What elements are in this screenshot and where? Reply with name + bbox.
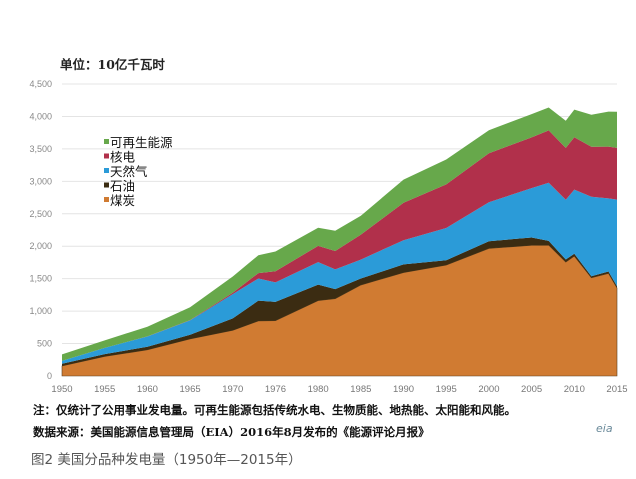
- x-tick-label: 2010: [564, 384, 585, 395]
- y-tick-label: 2,500: [29, 209, 52, 219]
- x-tick-label: 2000: [478, 384, 499, 395]
- y-tick-label: 4,000: [29, 111, 52, 121]
- x-tick-label: 2015: [606, 384, 627, 395]
- area-oil: [62, 237, 617, 366]
- x-tick-label: 1965: [180, 384, 201, 395]
- area-nuclear: [62, 130, 617, 361]
- x-tick-label: 1970: [222, 384, 243, 395]
- legend-swatch: [104, 182, 109, 188]
- unit-label: 单位：10亿千瓦时: [60, 57, 165, 72]
- legend-swatch: [104, 197, 109, 202]
- stacked-area-chart: 0 500 1,000 1,500 2,000 2,500 3,000 3,500 4,000 4…: [29, 79, 627, 395]
- x-tick-label: 1976: [265, 384, 286, 395]
- legend-label: 天然气: [110, 164, 148, 179]
- x-tick-label: 1980: [308, 384, 329, 395]
- eia-logo: eia: [596, 422, 613, 435]
- x-tick-label: 1995: [436, 384, 457, 395]
- legend-swatch: [104, 139, 109, 144]
- y-tick-label: 500: [37, 339, 52, 349]
- legend-label: 石油: [110, 179, 135, 194]
- legend-swatch: [104, 153, 109, 159]
- x-tick-label: 1950: [51, 384, 72, 395]
- y-tick-label: 1,000: [29, 306, 52, 316]
- legend-label: 核电: [110, 150, 136, 165]
- y-tick-label: 4,500: [29, 79, 52, 89]
- x-tick-label: 1990: [393, 384, 414, 395]
- legend-label: 可再生能源: [110, 135, 173, 150]
- y-tick-label: 1,500: [29, 274, 52, 284]
- x-tick-label: 2005: [521, 384, 542, 395]
- x-tick-label: 1985: [350, 384, 371, 395]
- y-tick-label: 0: [47, 371, 52, 381]
- source-text: 数据来源：美国能源信息管理局（EIA）2016年8月发布的《能源评论月报》: [33, 425, 430, 439]
- y-tick-label: 3,000: [29, 176, 52, 186]
- legend-swatch: [104, 168, 109, 173]
- note-text: 注：仅统计了公用事业发电量。可再生能源包括传统水电、生物质能、地热能、太阳能和风…: [33, 403, 516, 417]
- x-tick-label: 1960: [137, 384, 158, 395]
- area-gas: [62, 182, 617, 364]
- x-tick-label: 1955: [94, 384, 115, 395]
- legend-label: 煤炭: [110, 193, 135, 208]
- area-renewables: [62, 107, 617, 361]
- area-coal: [61, 244, 618, 377]
- y-tick-label: 3,500: [29, 144, 52, 154]
- y-tick-label: 2,000: [29, 241, 52, 251]
- figure-caption: 图2 美国分品种发电量（1950年—2015年）: [31, 452, 302, 468]
